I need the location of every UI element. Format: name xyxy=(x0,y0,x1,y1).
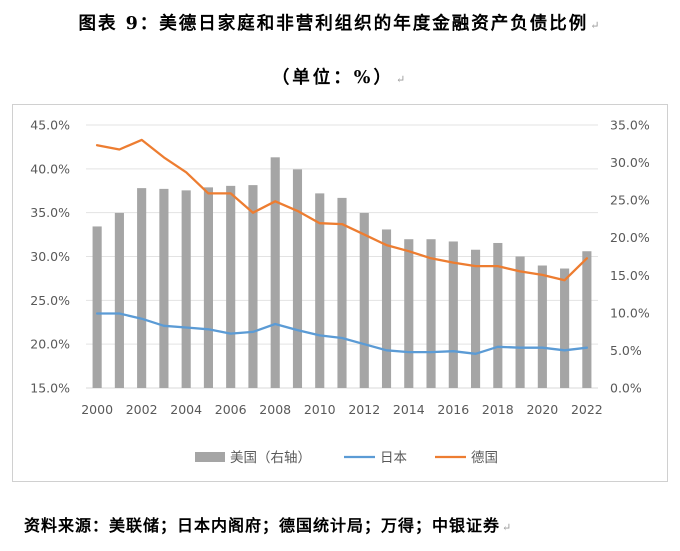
y-right-tick-label: 35.0% xyxy=(610,118,650,133)
bar-us xyxy=(203,187,213,388)
y-left-tick-label: 35.0% xyxy=(30,205,70,220)
legend-label: 美国（右轴） xyxy=(230,450,311,466)
y-left-tick-label: 30.0% xyxy=(30,249,70,264)
bar-us xyxy=(270,157,280,388)
bar-us xyxy=(560,268,570,388)
bar-us xyxy=(426,239,436,388)
paragraph-mark-icon: ↵ xyxy=(395,73,409,86)
y-left-tick-label: 40.0% xyxy=(30,161,70,176)
source-text: 资料来源：美联储；日本内阁府；德国统计局；万得；中银证券 xyxy=(24,516,501,535)
chart-subtitle: （单位：%） ↵ xyxy=(0,64,680,89)
y-left-tick-label: 15.0% xyxy=(30,381,70,396)
x-tick-label: 2002 xyxy=(126,402,158,417)
bar-us xyxy=(181,190,191,388)
bar-us xyxy=(515,256,525,388)
y-right-tick-label: 15.0% xyxy=(610,268,650,283)
bar-us xyxy=(404,239,414,388)
bar-us xyxy=(381,229,392,388)
bar-us xyxy=(471,249,481,388)
bars-us xyxy=(92,157,592,388)
paragraph-mark-icon: ↵ xyxy=(502,521,513,534)
bar-us xyxy=(159,188,169,388)
x-tick-label: 2000 xyxy=(81,402,113,417)
x-tick-label: 2016 xyxy=(437,402,469,417)
bar-us xyxy=(292,169,303,388)
bar-us xyxy=(582,251,592,388)
series-lines xyxy=(95,138,589,355)
y-axis-left: 15.0% 20.0% 25.0% 30.0% 35.0% 40.0% 45.0% xyxy=(30,118,70,396)
bar-us xyxy=(359,212,369,388)
y-right-tick-label: 5.0% xyxy=(610,343,642,358)
legend: 美国（右轴） 日本 德国 xyxy=(195,450,498,466)
source-note: 资料来源：美联储；日本内阁府；德国统计局；万得；中银证券 ↵ xyxy=(24,512,512,536)
legend-label: 日本 xyxy=(380,450,407,466)
bar-us xyxy=(92,226,102,388)
bar-us xyxy=(537,265,547,388)
y-left-tick-label: 25.0% xyxy=(30,293,70,308)
bar-us xyxy=(493,242,503,388)
bar-us xyxy=(248,185,258,388)
legend-swatch-us xyxy=(195,452,225,462)
paragraph-mark-icon: ↵ xyxy=(590,19,602,32)
bar-us xyxy=(226,185,236,388)
chart-title: 图表 9：美德日家庭和非营利组织的年度金融资产负债比例 ↵ xyxy=(0,10,680,35)
bar-us xyxy=(137,188,147,388)
y-right-tick-label: 0.0% xyxy=(610,381,642,396)
bar-us xyxy=(315,193,325,388)
y-right-tick-label: 20.0% xyxy=(610,230,650,245)
y-right-tick-label: 10.0% xyxy=(610,305,650,320)
bar-us xyxy=(114,212,124,388)
x-tick-label: 2012 xyxy=(348,402,380,417)
chart-title-text: 图表 9：美德日家庭和非营利组织的年度金融资产负债比例 xyxy=(78,14,589,34)
x-tick-label: 2020 xyxy=(526,402,558,417)
y-left-tick-label: 20.0% xyxy=(30,337,70,352)
bar-us xyxy=(448,241,458,388)
x-tick-label: 2014 xyxy=(393,402,425,417)
x-axis: 2000 2002 2004 2006 2008 2010 2012 2014 2016 2018… xyxy=(81,402,603,417)
x-tick-label: 2010 xyxy=(304,402,336,417)
y-right-tick-label: 25.0% xyxy=(610,193,650,208)
line-germany xyxy=(95,138,589,282)
y-right-tick-label: 30.0% xyxy=(610,155,650,170)
x-tick-label: 2022 xyxy=(571,402,603,417)
x-tick-label: 2008 xyxy=(259,402,291,417)
y-axis-right: 0.0% 5.0% 10.0% 15.0% 20.0% 25.0% 30.0% 35.0% xyxy=(610,118,650,396)
line-japan xyxy=(95,312,589,355)
x-tick-label: 2018 xyxy=(482,402,514,417)
chart-frame: 15.0% 20.0% 25.0% 30.0% 35.0% 40.0% 45.0% 0.0%… xyxy=(12,104,668,482)
chart-subtitle-text: （单位：%） xyxy=(271,68,394,88)
x-tick-label: 2006 xyxy=(215,402,247,417)
y-left-tick-label: 45.0% xyxy=(30,118,70,133)
x-tick-label: 2004 xyxy=(170,402,202,417)
bar-us xyxy=(337,197,347,388)
chart-svg: 15.0% 20.0% 25.0% 30.0% 35.0% 40.0% 45.0% 0.0%… xyxy=(30,118,650,467)
legend-label: 德国 xyxy=(471,450,498,466)
